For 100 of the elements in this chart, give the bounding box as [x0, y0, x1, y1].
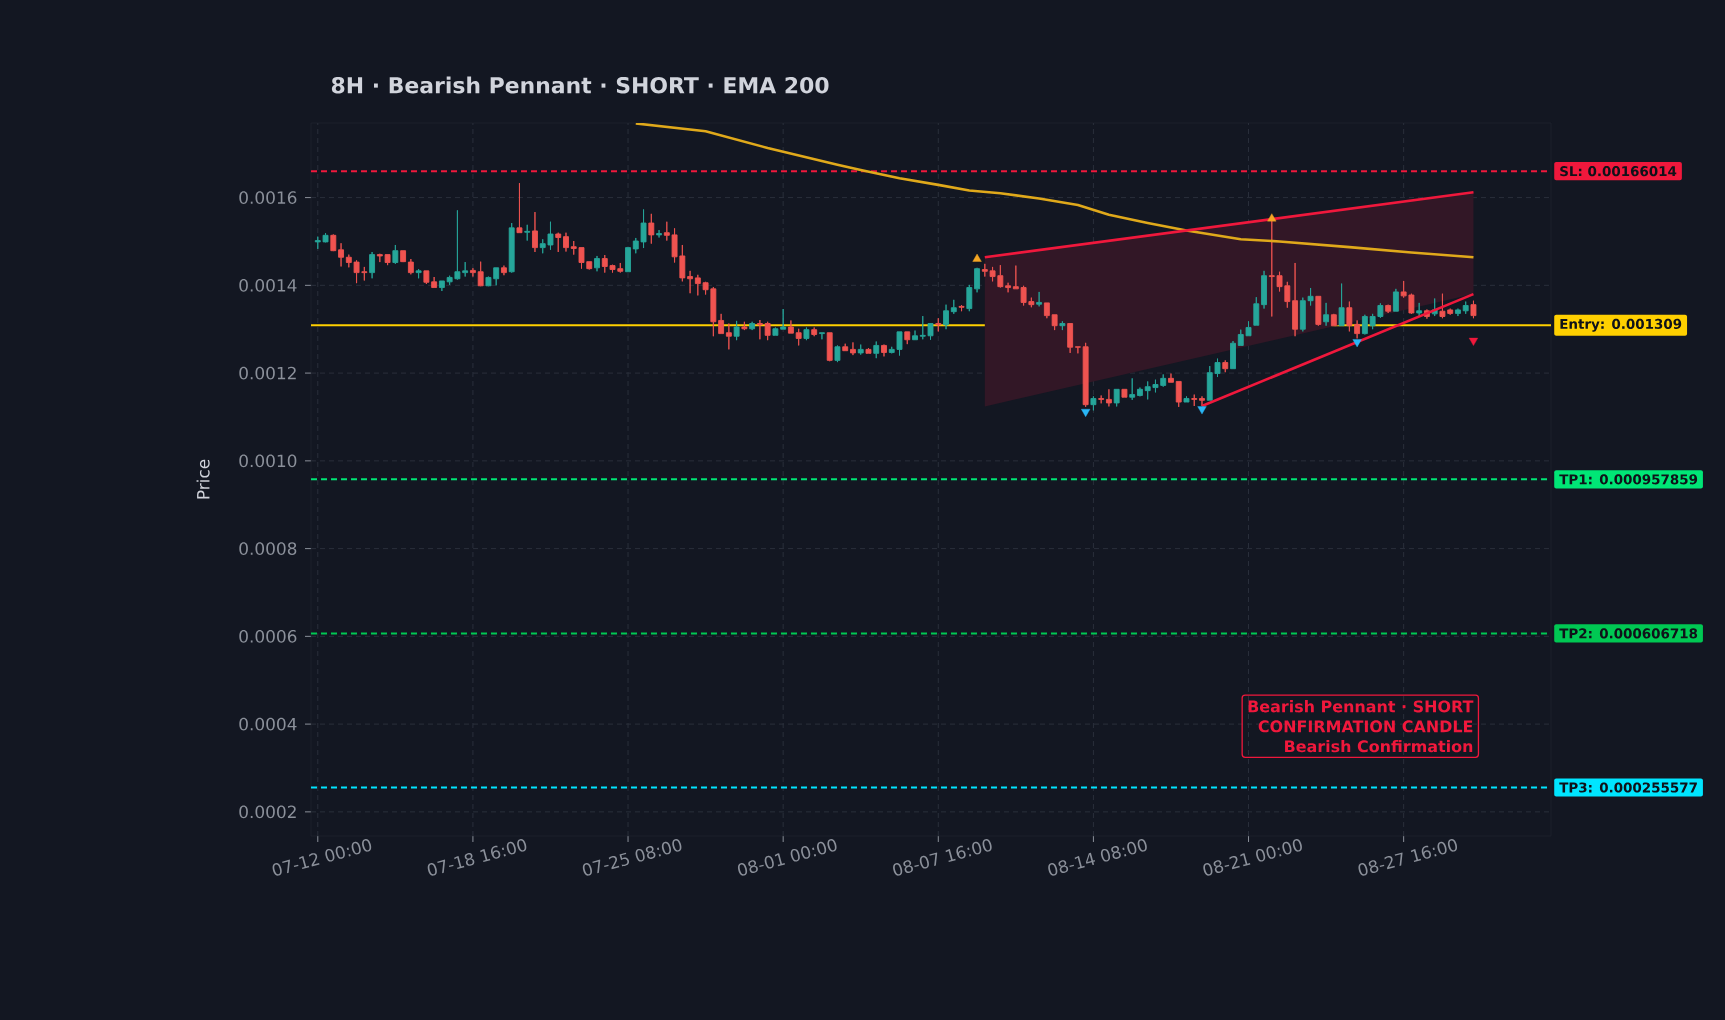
candlestick: [1292, 262, 1298, 337]
x-tick-label: 08-21 00:00: [1203, 839, 1302, 876]
candlestick: [912, 330, 918, 341]
candlestick: [1129, 377, 1136, 401]
candlestick: [656, 229, 662, 238]
candlestick: [787, 319, 794, 334]
candlestick: [687, 270, 694, 294]
candlestick: [1354, 319, 1361, 339]
x-tick-label: 07-25 08:00: [582, 839, 682, 876]
candlestick: [834, 345, 841, 363]
candlestick: [1183, 395, 1190, 403]
candlestick: [1455, 308, 1461, 317]
candlestick: [369, 251, 376, 279]
candlestick: [958, 304, 965, 312]
candlestick: [966, 284, 973, 312]
x-tick-label: 08-07 16:00: [893, 839, 992, 876]
candlestick: [1330, 313, 1337, 327]
candlestick: [1137, 387, 1143, 397]
annotation: Bearish Confirmation: [1285, 739, 1473, 753]
candlestick: [1121, 388, 1128, 398]
candlestick: [1098, 395, 1105, 404]
candlestick: [865, 347, 872, 354]
y-tick-label: 0.0014: [239, 278, 297, 292]
candlestick: [469, 267, 476, 278]
candlestick: [749, 321, 756, 331]
candlestick: [1315, 295, 1322, 327]
candlestick: [904, 331, 911, 345]
x-tick-label: 07-12 00:00: [272, 839, 372, 876]
candlestick: [400, 250, 407, 263]
candlestick: [1385, 304, 1392, 314]
candlestick: [1261, 270, 1267, 310]
ref-line-label: TP3: 0.000255577: [1559, 782, 1697, 793]
y-tick-label: 0.0002: [239, 805, 296, 819]
candlestick: [943, 304, 949, 330]
candlestick: [764, 321, 771, 341]
candlestick: [330, 233, 337, 252]
candlestick: [733, 320, 740, 341]
candlestick: [1059, 320, 1066, 331]
y-tick-label: 0.0010: [239, 454, 297, 468]
candlestick: [857, 344, 864, 356]
y-tick-label: 0.0008: [239, 542, 297, 555]
annotation: CONFIRMATION CANDLE: [1258, 720, 1473, 733]
ref-line-label: TP2: 0.000606718: [1559, 628, 1698, 639]
candlestick: [1082, 342, 1089, 408]
candlestick: [1230, 340, 1236, 370]
candlestick: [415, 268, 422, 279]
candlestick: [881, 344, 887, 357]
annotation: Bearish Pennant · SHORT: [1248, 700, 1474, 713]
candlestick: [1036, 291, 1043, 307]
candlestick: [756, 319, 763, 340]
candlestick: [1168, 373, 1174, 383]
candlestick: [974, 267, 980, 293]
candlestick: [1090, 395, 1097, 411]
ref-line-label: TP1: 0.000957859: [1559, 474, 1698, 485]
candlestick: [594, 255, 600, 272]
candlestick: [648, 213, 655, 245]
candlestick: [477, 261, 484, 287]
y-axis-title: Price: [196, 459, 210, 499]
x-tick-label: 07-18 16:00: [427, 839, 527, 876]
candlestick: [1191, 394, 1198, 407]
candlestick: [1253, 296, 1260, 326]
candlestick: [563, 232, 569, 252]
candlestick: [1392, 288, 1399, 312]
candlestick: [935, 317, 942, 332]
chart-title: 8H · Bearish Pennant · SHORT · EMA 200: [331, 76, 829, 94]
x-tick-label: 08-14 08:00: [1048, 839, 1147, 876]
x-tick-label: 08-27 16:00: [1358, 839, 1458, 876]
y-tick-label: 0.0012: [239, 366, 296, 380]
candlestick: [1105, 388, 1112, 407]
candlestick: [516, 182, 523, 234]
candlestick: [1323, 302, 1330, 327]
candlestick: [1067, 323, 1074, 354]
candlestick: [1346, 301, 1353, 332]
y-tick-label: 0.0016: [239, 191, 297, 204]
candlestick: [819, 332, 825, 340]
candlestick: [407, 258, 414, 275]
y-tick-label: 0.0006: [239, 629, 297, 643]
candlestick: [501, 265, 507, 276]
candlestick: [338, 242, 344, 267]
candlestick: [873, 341, 880, 359]
candlestick: [1175, 380, 1182, 408]
candlestick: [1005, 282, 1012, 293]
candlestick: [1113, 388, 1120, 407]
candlestick: [1199, 395, 1205, 407]
candlestick: [741, 321, 748, 331]
candlestick: [508, 222, 515, 274]
candlestick: [532, 211, 538, 253]
candlestick: [1416, 302, 1423, 317]
candlestick: [725, 323, 732, 350]
ref-line-label: Entry: 0.001309: [1560, 318, 1682, 332]
candlestick: [850, 341, 856, 356]
candlestick: [392, 244, 399, 265]
y-tick-label: 0.0004: [239, 717, 297, 731]
candlestick: [1338, 283, 1345, 327]
candlestick: [625, 247, 631, 273]
candlestick: [438, 280, 445, 292]
candlestick: [842, 343, 849, 352]
ref-line-label: SL: 0.00166014: [1560, 166, 1677, 177]
candlestick: [1470, 300, 1477, 319]
candlestick: [811, 327, 818, 337]
